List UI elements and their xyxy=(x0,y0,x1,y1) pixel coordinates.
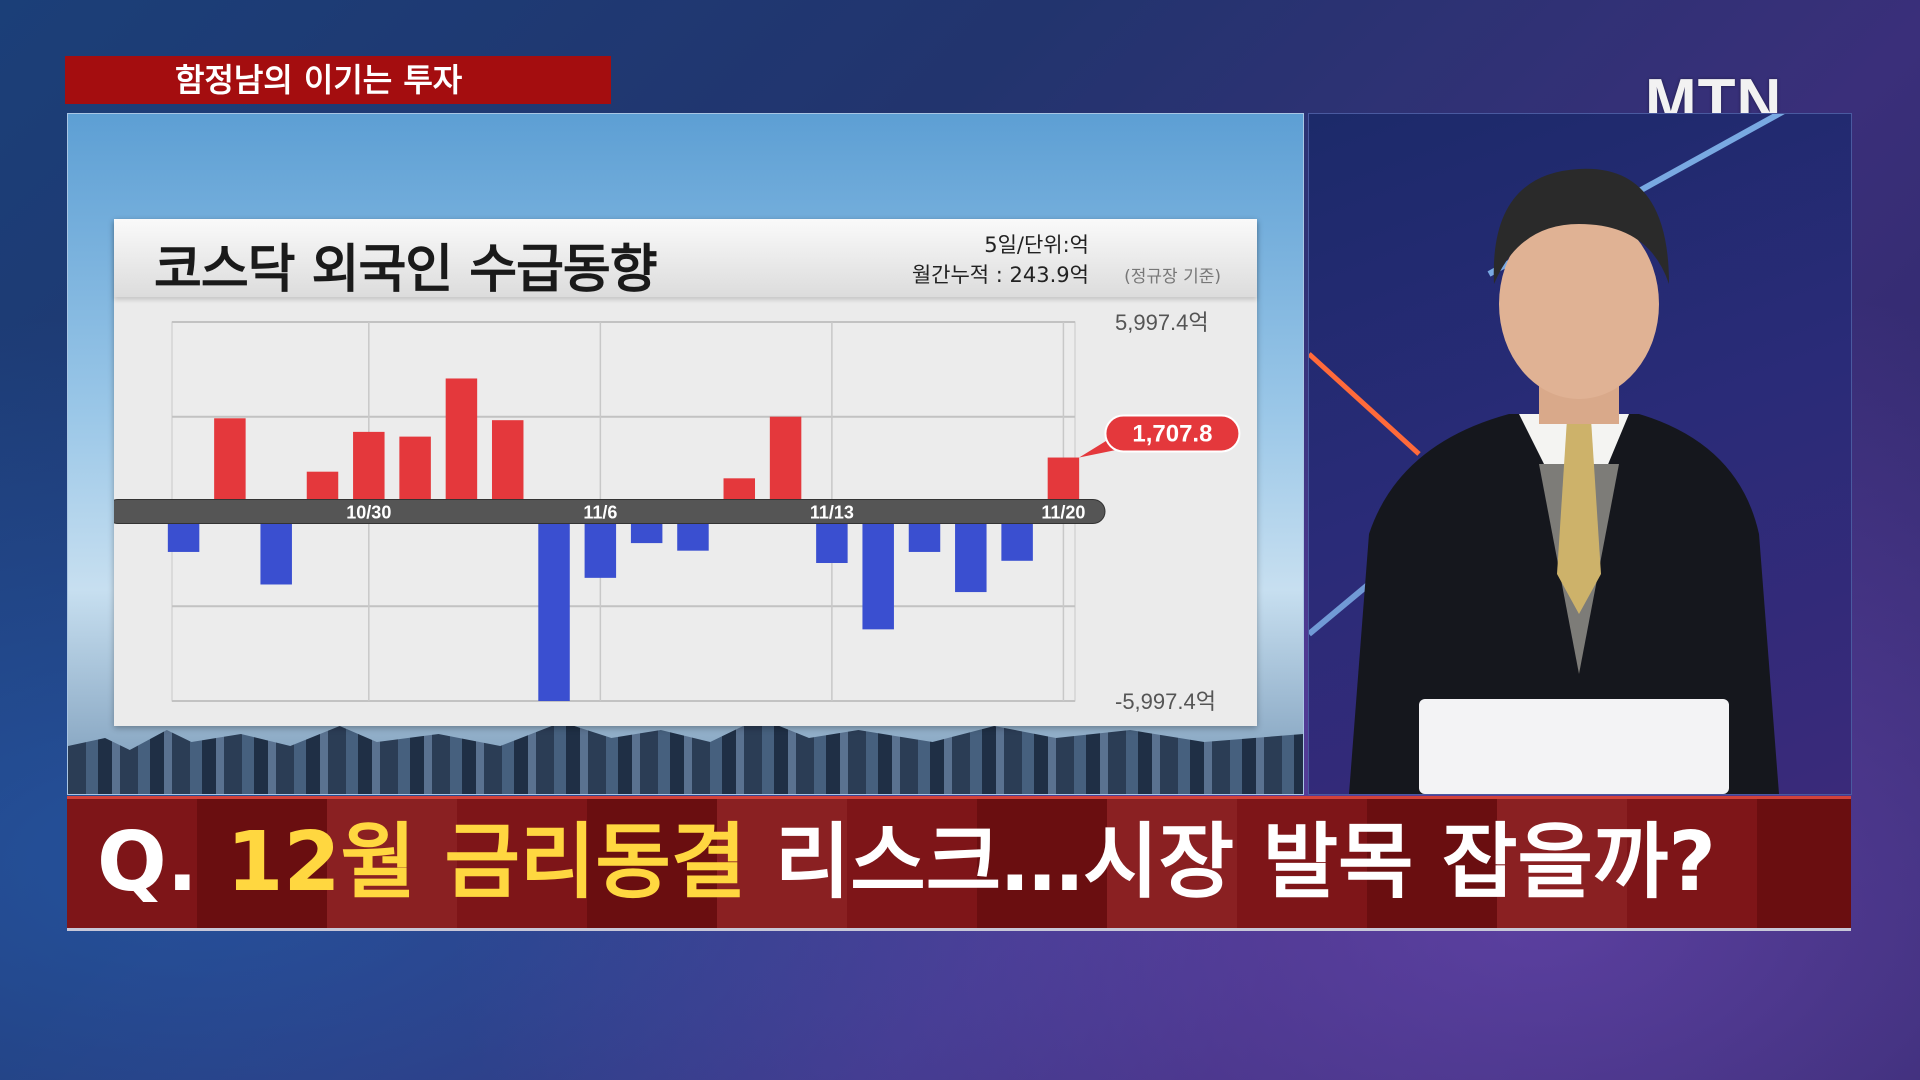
bar xyxy=(538,511,570,701)
bar xyxy=(491,420,524,512)
y-min-label: -5,997.4억 xyxy=(1115,689,1216,714)
caption-prefix: Q. xyxy=(97,815,198,910)
caption-text: 리스크…시장 발목 잡을까? xyxy=(774,815,1716,910)
x-tick-label: 11/6 xyxy=(583,503,617,523)
program-tag: 함정남의 이기는 투자 xyxy=(65,56,611,104)
x-tick-label: 11/13 xyxy=(810,503,854,523)
chart-title: 코스닥 외국인 수급동향 xyxy=(154,240,658,300)
chart-basis-note: (정규장 기준) xyxy=(1124,267,1221,287)
question-caption: Q. 12월 금리동결 리스크…시장 발목 잡을까? xyxy=(67,796,1851,931)
bar-chart: 10/30 11/6 11/13 11/20 5,997.4억 -5,997.4억 1,70… xyxy=(114,310,1241,714)
bar xyxy=(353,431,385,512)
chart-monthly-cumulative: 월간누적 : 243.9억 xyxy=(911,263,1089,287)
bar xyxy=(955,511,987,593)
bar xyxy=(769,416,802,512)
chart-period-unit: 5일/단위:억 xyxy=(984,233,1089,257)
zero-axis xyxy=(114,499,1106,524)
graphic-panel: 코스닥 외국인 수급동향 5일/단위:억 월간누적 : 243.9억 (정규장 … xyxy=(67,113,1304,795)
bar xyxy=(214,418,246,512)
city-skyline xyxy=(68,718,1303,794)
caption-highlight: 12월 금리동결 xyxy=(226,815,747,910)
y-max-label: 5,997.4억 xyxy=(1115,310,1209,335)
value-callout xyxy=(1104,414,1241,453)
x-tick-label: 10/30 xyxy=(346,503,391,523)
value-callout-label: 1,707.8 xyxy=(1132,421,1212,448)
bar xyxy=(862,511,894,630)
x-tick-label: 11/20 xyxy=(1041,503,1085,523)
bar xyxy=(445,378,478,512)
camera-panel xyxy=(1308,113,1852,795)
chart-header: 코스닥 외국인 수급동향 5일/단위:억 월간누적 : 243.9억 (정규장 … xyxy=(114,219,1257,300)
presenter-image xyxy=(1309,114,1785,794)
chart-card: 코스닥 외국인 수급동향 5일/단위:억 월간누적 : 243.9억 (정규장 … xyxy=(114,219,1257,726)
